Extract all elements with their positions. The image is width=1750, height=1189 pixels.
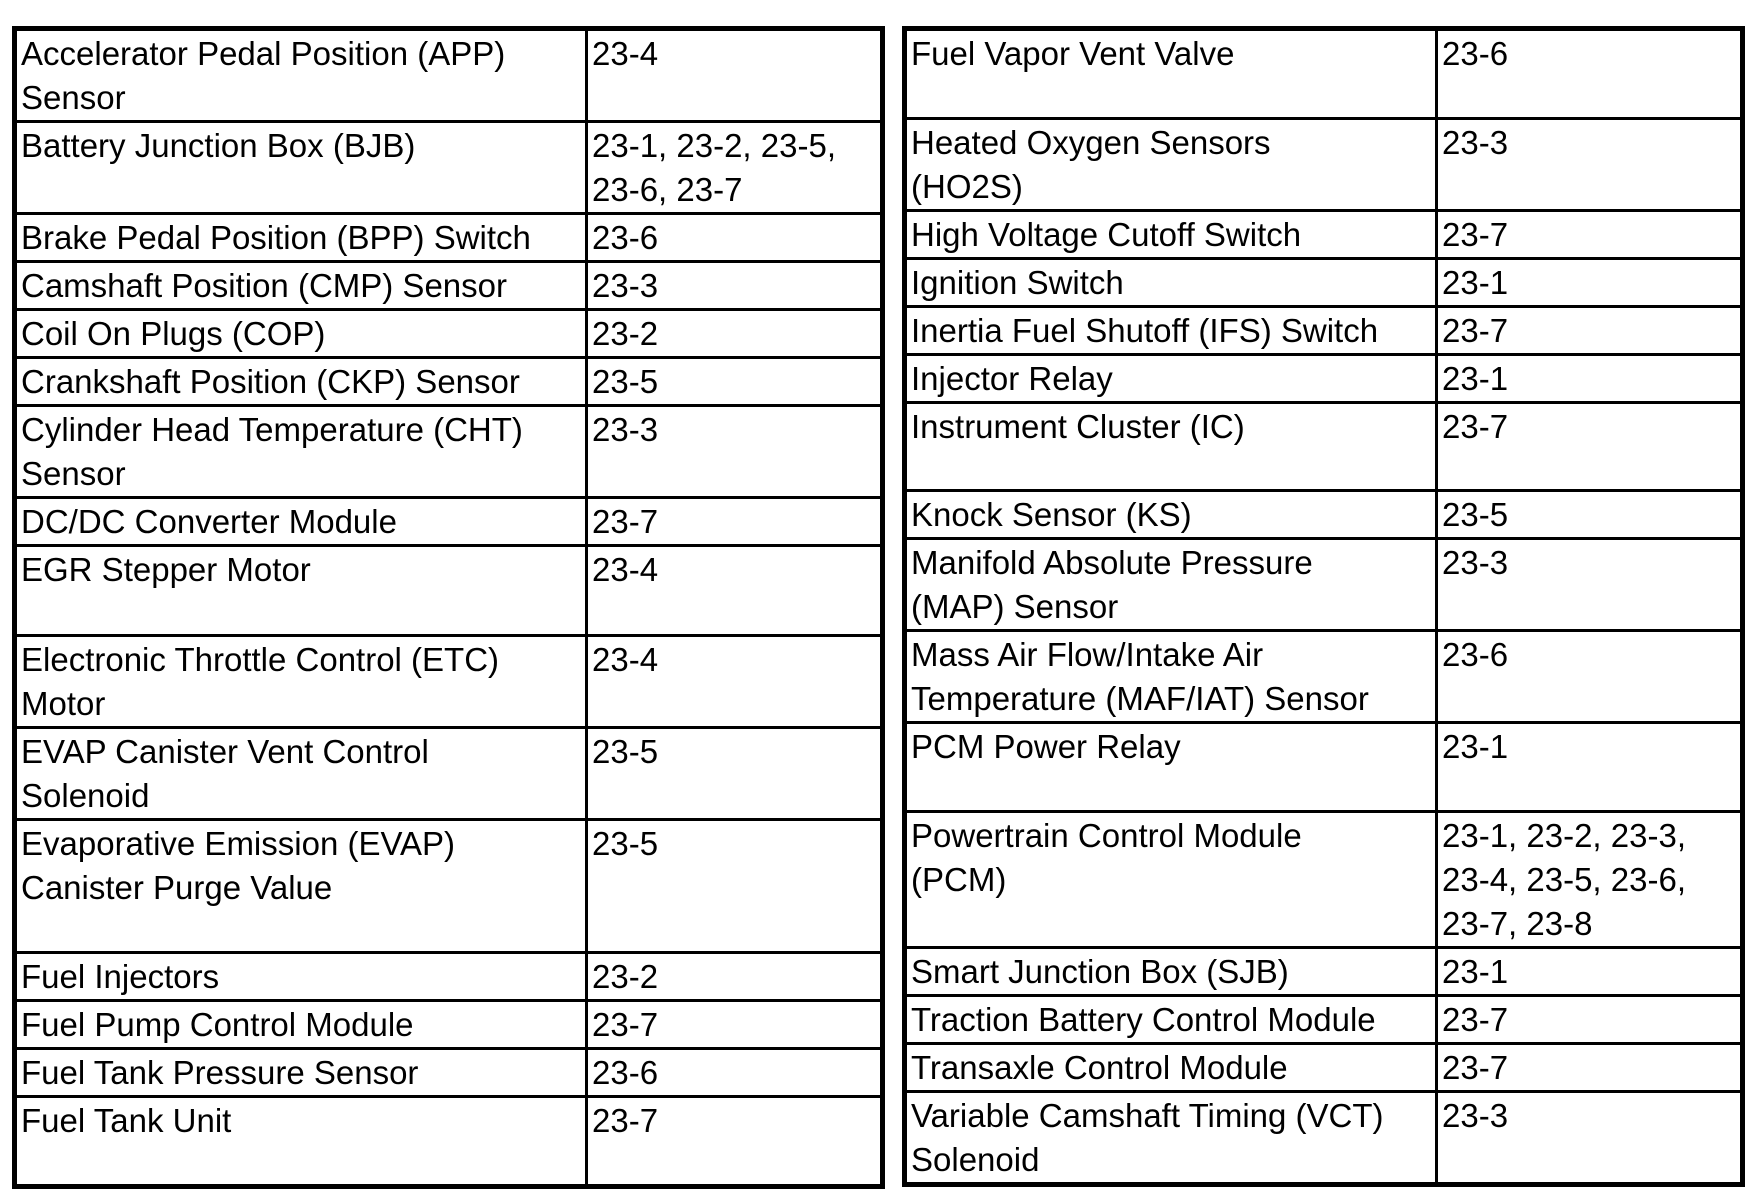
component-name-cell: Knock Sensor (KS) (903, 489, 1438, 540)
table-row: Knock Sensor (KS) 23-5 (903, 489, 1744, 540)
table-row: Fuel Tank Unit 23-7 (13, 1095, 884, 1188)
table-row: Heated Oxygen Sensors (HO2S) 23-3 (903, 117, 1744, 212)
table-row: Electronic Throttle Control (ETC) Motor 2… (13, 634, 884, 729)
page-ref-cell: 23-4 (585, 27, 884, 123)
page-ref-cell: 23-7 (1435, 1042, 1744, 1093)
page-ref-cell: 23-3 (585, 404, 884, 499)
table-row: Smart Junction Box (SJB) 23-1 (903, 946, 1744, 997)
page-ref-cell: 23-6 (585, 212, 884, 263)
component-name-cell: Injector Relay (903, 353, 1438, 404)
page-ref-cell: 23-6 (585, 1047, 884, 1098)
page-ref-cell: 23-3 (1435, 117, 1744, 212)
table-row: Mass Air Flow/Intake Air Temperature (MA… (903, 629, 1744, 724)
component-name-cell: Crankshaft Position (CKP) Sensor (13, 356, 588, 407)
table-row: Camshaft Position (CMP) Sensor 23-3 (13, 260, 884, 311)
page-ref-cell: 23-4 (585, 544, 884, 637)
component-name-cell: Smart Junction Box (SJB) (903, 946, 1438, 997)
component-name-cell: Powertrain Control Module (PCM) (903, 810, 1438, 949)
table-row: Traction Battery Control Module 23-7 (903, 994, 1744, 1045)
component-name-cell: Fuel Vapor Vent Valve (903, 27, 1438, 120)
page-ref-cell: 23-3 (585, 260, 884, 311)
page-ref-cell: 23-6 (1435, 27, 1744, 120)
component-index-table-right: Fuel Vapor Vent Valve 23-6 Heated Oxygen S… (902, 26, 1745, 1187)
page-ref-cell: 23-4 (585, 634, 884, 729)
page-ref-cell: 23-7 (585, 999, 884, 1050)
page-ref-cell: 23-5 (585, 356, 884, 407)
table-row: Ignition Switch 23-1 (903, 257, 1744, 308)
component-name-cell: Cylinder Head Temperature (CHT) Sensor (13, 404, 588, 499)
component-name-cell: Transaxle Control Module (903, 1042, 1438, 1093)
table-row: Manifold Absolute Pressure (MAP) Sensor 2… (903, 537, 1744, 632)
page-ref-cell: 23-7 (585, 1095, 884, 1188)
table-row: Fuel Pump Control Module 23-7 (13, 999, 884, 1050)
table-row: Inertia Fuel Shutoff (IFS) Switch 23-7 (903, 305, 1744, 356)
component-name-cell: Fuel Injectors (13, 951, 588, 1002)
component-name-cell: Accelerator Pedal Position (APP) Sensor (13, 27, 588, 123)
page-ref-cell: 23-5 (585, 726, 884, 821)
component-name-cell: Inertia Fuel Shutoff (IFS) Switch (903, 305, 1438, 356)
table-row: PCM Power Relay 23-1 (903, 721, 1744, 813)
table-row: Fuel Tank Pressure Sensor 23-6 (13, 1047, 884, 1098)
page-ref-cell: 23-3 (1435, 537, 1744, 632)
page-ref-cell: 23-1 (1435, 721, 1744, 813)
table-row: EVAP Canister Vent Control Solenoid 23-5 (13, 726, 884, 821)
component-name-cell: Manifold Absolute Pressure (MAP) Sensor (903, 537, 1438, 632)
table-row: Battery Junction Box (BJB) 23-1, 23-2, 23… (13, 120, 884, 215)
table-row: Fuel Vapor Vent Valve 23-6 (903, 27, 1744, 120)
table-row: Variable Camshaft Timing (VCT) Solenoid 2… (903, 1090, 1744, 1186)
table-row: Evaporative Emission (EVAP) Canister Pur… (13, 818, 884, 954)
table-row: Crankshaft Position (CKP) Sensor 23-5 (13, 356, 884, 407)
page-ref-cell: 23-1, 23-2, 23-5, 23-6, 23-7 (585, 120, 884, 215)
component-name-cell: Fuel Tank Pressure Sensor (13, 1047, 588, 1098)
table-row: Coil On Plugs (COP) 23-2 (13, 308, 884, 359)
component-name-cell: Traction Battery Control Module (903, 994, 1438, 1045)
page-ref-cell: 23-7 (1435, 305, 1744, 356)
table-row: Cylinder Head Temperature (CHT) Sensor 23… (13, 404, 884, 499)
table-row: DC/DC Converter Module 23-7 (13, 496, 884, 547)
page-ref-cell: 23-1, 23-2, 23-3, 23-4, 23-5, 23-6, 23-7… (1435, 810, 1744, 949)
component-name-cell: Brake Pedal Position (BPP) Switch (13, 212, 588, 263)
component-name-cell: EVAP Canister Vent Control Solenoid (13, 726, 588, 821)
table-row: Accelerator Pedal Position (APP) Sensor 2… (13, 27, 884, 123)
component-name-cell: Coil On Plugs (COP) (13, 308, 588, 359)
table-row: Fuel Injectors 23-2 (13, 951, 884, 1002)
component-name-cell: Instrument Cluster (IC) (903, 401, 1438, 492)
table-row: Injector Relay 23-1 (903, 353, 1744, 404)
page-ref-cell: 23-1 (1435, 257, 1744, 308)
page-ref-cell: 23-1 (1435, 946, 1744, 997)
component-name-cell: Electronic Throttle Control (ETC) Motor (13, 634, 588, 729)
page-ref-cell: 23-7 (585, 496, 884, 547)
component-name-cell: Camshaft Position (CMP) Sensor (13, 260, 588, 311)
component-name-cell: Heated Oxygen Sensors (HO2S) (903, 117, 1438, 212)
table-row: High Voltage Cutoff Switch 23-7 (903, 209, 1744, 260)
page-ref-cell: 23-2 (585, 308, 884, 359)
component-name-cell: PCM Power Relay (903, 721, 1438, 813)
page-ref-cell: 23-5 (1435, 489, 1744, 540)
component-name-cell: DC/DC Converter Module (13, 496, 588, 547)
table-row: Transaxle Control Module 23-7 (903, 1042, 1744, 1093)
component-name-cell: High Voltage Cutoff Switch (903, 209, 1438, 260)
page-ref-cell: 23-7 (1435, 209, 1744, 260)
page-ref-cell: 23-5 (585, 818, 884, 954)
table-row: EGR Stepper Motor 23-4 (13, 544, 884, 637)
component-name-cell: EGR Stepper Motor (13, 544, 588, 637)
component-name-cell: Battery Junction Box (BJB) (13, 120, 588, 215)
component-name-cell: Evaporative Emission (EVAP) Canister Pur… (13, 818, 588, 954)
page-ref-cell: 23-1 (1435, 353, 1744, 404)
table-row: Powertrain Control Module (PCM) 23-1, 23-… (903, 810, 1744, 949)
page-ref-cell: 23-7 (1435, 401, 1744, 492)
page-ref-cell: 23-7 (1435, 994, 1744, 1045)
component-name-cell: Fuel Pump Control Module (13, 999, 588, 1050)
page-ref-cell: 23-6 (1435, 629, 1744, 724)
page-ref-cell: 23-2 (585, 951, 884, 1002)
component-index-table-left: Accelerator Pedal Position (APP) Sensor 2… (12, 26, 885, 1189)
page-ref-cell: 23-3 (1435, 1090, 1744, 1186)
component-name-cell: Ignition Switch (903, 257, 1438, 308)
component-name-cell: Variable Camshaft Timing (VCT) Solenoid (903, 1090, 1438, 1186)
component-name-cell: Fuel Tank Unit (13, 1095, 588, 1188)
table-row: Brake Pedal Position (BPP) Switch 23-6 (13, 212, 884, 263)
table-row: Instrument Cluster (IC) 23-7 (903, 401, 1744, 492)
component-name-cell: Mass Air Flow/Intake Air Temperature (MA… (903, 629, 1438, 724)
